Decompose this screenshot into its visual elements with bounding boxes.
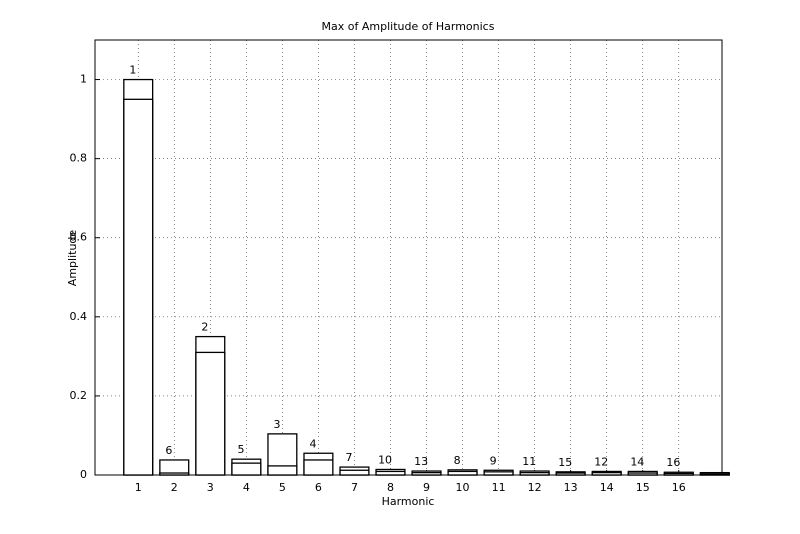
x-tick-label: 9	[423, 481, 430, 494]
y-tick-label: 0.8	[70, 152, 88, 165]
bar	[267, 465, 298, 476]
bar-label: 11	[522, 455, 536, 468]
x-tick-label: 7	[351, 481, 358, 494]
bar-label: 12	[594, 455, 608, 468]
x-tick-label: 14	[600, 481, 614, 494]
x-tick-label: 6	[315, 481, 322, 494]
bar	[339, 469, 370, 476]
bar-label: 7	[346, 451, 353, 464]
y-tick-label: 1	[80, 73, 87, 86]
bar	[447, 470, 478, 476]
bar-label: 16	[666, 456, 680, 469]
bar-label: 4	[310, 437, 317, 450]
y-tick-label: 0.2	[70, 389, 88, 402]
bar-label: 6	[165, 444, 172, 457]
bar-label: 9	[490, 454, 497, 467]
x-tick-label: 16	[672, 481, 686, 494]
bar	[303, 459, 334, 476]
bar-label: 14	[630, 455, 644, 468]
x-tick-label: 11	[492, 481, 506, 494]
bar-label: 3	[273, 418, 280, 431]
x-tick-label: 5	[279, 481, 286, 494]
chart-title: Max of Amplitude of Harmonics	[322, 20, 495, 33]
x-tick-label: 3	[207, 481, 214, 494]
x-tick-label: 12	[528, 481, 542, 494]
x-tick-label: 8	[387, 481, 394, 494]
bar	[375, 470, 406, 476]
bar-label: 10	[378, 453, 392, 466]
y-tick-label: 0.4	[70, 310, 88, 323]
bar	[123, 98, 154, 476]
x-tick-label: 2	[171, 481, 178, 494]
plot-frame	[94, 39, 723, 476]
bar-label: 8	[454, 454, 461, 467]
y-tick-label: 0	[80, 468, 87, 481]
x-axis-label: Harmonic	[382, 495, 435, 508]
bar-label: 2	[201, 321, 208, 334]
x-tick-label: 13	[564, 481, 578, 494]
x-tick-label: 15	[636, 481, 650, 494]
y-tick-label: 0.6	[70, 231, 88, 244]
bar-label: 1	[129, 64, 136, 77]
bar-label: 15	[558, 456, 572, 469]
x-tick-label: 4	[243, 481, 250, 494]
bar	[195, 351, 226, 476]
x-tick-label: 1	[135, 481, 142, 494]
bar-label: 5	[237, 443, 244, 456]
x-tick-label: 10	[456, 481, 470, 494]
y-axis-label: Amplitude	[66, 230, 79, 287]
bar-label: 13	[414, 455, 428, 468]
bar	[231, 462, 262, 476]
